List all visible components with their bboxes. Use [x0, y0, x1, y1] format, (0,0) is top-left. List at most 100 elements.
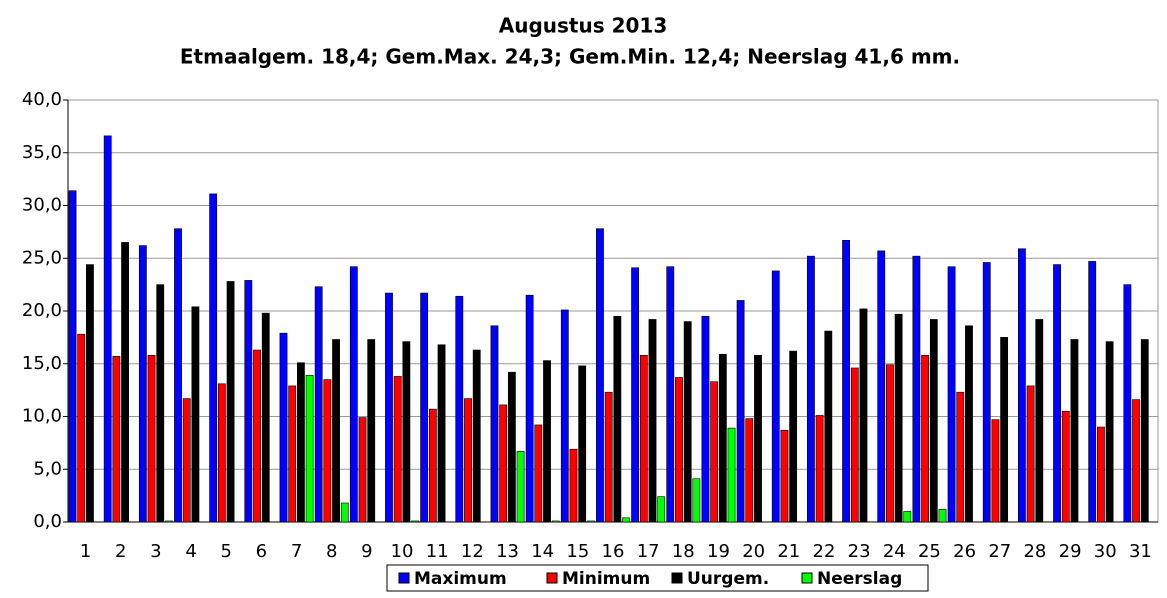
bar: [842, 240, 850, 523]
bar: [174, 228, 182, 523]
bar: [288, 385, 297, 523]
bar: [921, 355, 930, 523]
bar: [1035, 319, 1044, 523]
legend-swatch: [671, 572, 683, 584]
x-tick-label: 28: [1023, 541, 1046, 562]
bar: [727, 427, 736, 523]
x-tick-label: 16: [602, 541, 625, 562]
x-tick-label: 17: [637, 541, 660, 562]
x-tick-label: 4: [185, 541, 196, 562]
bar: [253, 349, 261, 523]
bar: [551, 520, 560, 523]
x-tick-label: 30: [1094, 541, 1117, 562]
bar: [534, 424, 543, 523]
x-tick-label: 18: [672, 541, 695, 562]
bar: [894, 313, 903, 523]
bar: [648, 319, 657, 523]
bar: [543, 360, 551, 523]
bar: [490, 325, 499, 523]
bar: [1017, 248, 1026, 523]
chart-title: Augustus 2013: [499, 14, 668, 38]
bar: [657, 496, 666, 523]
bar: [156, 284, 165, 523]
x-tick-label: 9: [361, 541, 372, 562]
x-tick-label: 5: [220, 541, 231, 562]
legend-swatch: [546, 572, 558, 584]
bar: [393, 376, 402, 523]
bar: [305, 375, 314, 523]
bar: [850, 367, 859, 523]
bar: [877, 250, 886, 523]
bar: [191, 306, 200, 523]
bar: [420, 292, 429, 523]
bar: [578, 365, 587, 523]
bar: [340, 502, 349, 523]
bar: [1026, 385, 1035, 523]
bar: [947, 266, 956, 523]
y-tick-label: 25,0: [22, 247, 62, 268]
bar: [1105, 341, 1114, 523]
bar: [956, 391, 965, 523]
bar: [507, 371, 516, 523]
bar: [499, 404, 508, 523]
bar: [789, 350, 798, 523]
bar: [991, 419, 1000, 523]
bar: [965, 325, 973, 523]
y-tick-label: 15,0: [22, 353, 62, 374]
bar: [736, 300, 745, 523]
x-tick-label: 7: [291, 541, 302, 562]
bar: [824, 330, 833, 523]
bar: [1000, 337, 1009, 523]
bar: [701, 315, 710, 523]
bar: [560, 309, 569, 523]
bar: [912, 255, 921, 523]
bar: [367, 339, 376, 523]
bar: [349, 266, 358, 523]
bar: [1070, 339, 1079, 523]
x-tick-label: 27: [988, 541, 1011, 562]
bar: [455, 295, 464, 523]
bar: [982, 262, 991, 523]
y-tick-label: 10,0: [22, 406, 62, 427]
bar: [77, 333, 86, 523]
legend-label: Maximum: [414, 569, 507, 589]
x-tick-label: 10: [391, 541, 414, 562]
bar: [1123, 284, 1132, 523]
bar: [745, 418, 754, 523]
bar: [903, 511, 912, 523]
legend-box: [386, 564, 929, 592]
bar: [929, 319, 938, 523]
bar: [1053, 264, 1061, 523]
y-tick-label: 5,0: [33, 458, 62, 479]
y-tick-label: 40,0: [22, 89, 62, 110]
bar: [358, 417, 367, 523]
bar: [182, 398, 191, 523]
x-tick-label: 8: [326, 541, 337, 562]
bar: [771, 270, 780, 523]
bar: [1140, 339, 1149, 523]
x-tick-label: 25: [918, 541, 941, 562]
bar: [886, 364, 894, 523]
chart-subtitle: Etmaalgem. 18,4; Gem.Max. 24,3; Gem.Min.…: [180, 45, 960, 69]
bar: [138, 245, 147, 523]
x-tick-label: 22: [813, 541, 836, 562]
x-tick-label: 21: [777, 541, 800, 562]
bar: [1097, 426, 1105, 523]
bar: [596, 228, 604, 523]
x-tick-label: 11: [426, 541, 449, 562]
bar: [147, 355, 156, 523]
legend-label: Neerslag: [817, 569, 902, 589]
x-tick-label: 2: [115, 541, 126, 562]
bar: [314, 286, 323, 523]
bar: [622, 517, 630, 523]
x-tick-label: 19: [707, 541, 730, 562]
y-tick-label: 35,0: [22, 142, 62, 163]
x-tick-label: 23: [848, 541, 871, 562]
bar: [332, 339, 340, 523]
bar: [209, 193, 218, 523]
x-tick-label: 14: [531, 541, 554, 562]
x-tick-label: 1: [80, 541, 91, 562]
legend-swatch: [801, 572, 813, 584]
bar: [639, 355, 648, 523]
